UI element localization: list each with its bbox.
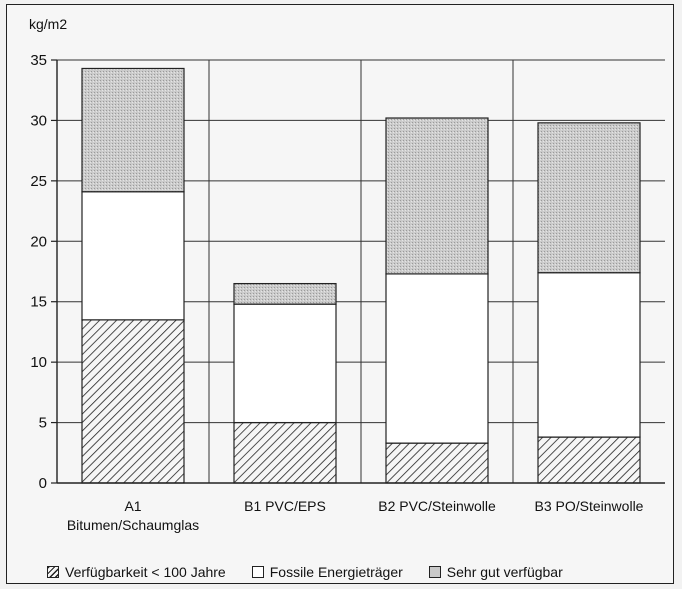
y-tick-label: 5 bbox=[39, 415, 47, 432]
bar-segment-solid bbox=[233, 303, 337, 424]
legend-item: Verfügbarkeit < 100 Jahre bbox=[47, 564, 226, 580]
x-category-label: B1 PVC/EPS bbox=[244, 498, 326, 514]
legend-item: Fossile Energieträger bbox=[251, 564, 403, 580]
bar-segment-hatch bbox=[385, 442, 489, 484]
x-category-label: A1 bbox=[124, 498, 141, 514]
x-category-sublabel: Bitumen/Schaumglas bbox=[67, 517, 199, 533]
bar-segment-dots bbox=[81, 67, 185, 193]
stacked-bar-chart: 0 5 10 15 20 25 30 35 kg/m2 A1 Bitumen/Schaumglas B… bbox=[29, 16, 665, 533]
y-tick-label: 30 bbox=[30, 112, 47, 129]
y-tick-label: 35 bbox=[30, 52, 47, 69]
legend-item: Sehr gut verfügbar bbox=[428, 564, 563, 580]
axes bbox=[51, 59, 665, 484]
y-tick-label: 20 bbox=[30, 233, 47, 250]
x-category-label: B3 PO/Steinwolle bbox=[535, 498, 644, 514]
bar-segment-hatch bbox=[233, 421, 337, 484]
bar-segment-solid bbox=[81, 191, 185, 321]
legend-swatch bbox=[47, 566, 59, 578]
legend-label: Verfügbarkeit < 100 Jahre bbox=[65, 564, 226, 580]
bar-segment-dots bbox=[385, 117, 489, 275]
bar-segment-solid bbox=[537, 272, 641, 438]
bars bbox=[81, 67, 641, 484]
bar-segment-hatch bbox=[81, 319, 185, 484]
y-tick-label: 25 bbox=[30, 173, 47, 190]
y-tick-label: 10 bbox=[30, 354, 47, 371]
y-tick-label: 15 bbox=[30, 294, 47, 311]
legend-swatch bbox=[428, 566, 441, 578]
bar-segment-dots bbox=[233, 282, 337, 305]
x-category-label: B2 PVC/Steinwolle bbox=[378, 498, 496, 514]
bar-segment-hatch bbox=[537, 436, 641, 484]
legend-swatch bbox=[251, 566, 264, 578]
labels: 0 5 10 15 20 25 30 35 kg/m2 A1 Bitumen/Schaumglas B… bbox=[29, 16, 644, 533]
bar-segment-solid bbox=[385, 273, 489, 444]
legend-label: Fossile Energieträger bbox=[269, 564, 403, 580]
chart-frame: 0 5 10 15 20 25 30 35 kg/m2 A1 Bitumen/Schaumglas B… bbox=[6, 4, 674, 584]
bar-segment-dots bbox=[537, 122, 641, 274]
legend-label: Sehr gut verfügbar bbox=[446, 564, 563, 580]
y-unit-label: kg/m2 bbox=[29, 16, 67, 32]
legend: Verfügbarkeit < 100 Jahre Fossile Energie… bbox=[47, 561, 667, 583]
y-tick-label: 0 bbox=[39, 475, 47, 492]
